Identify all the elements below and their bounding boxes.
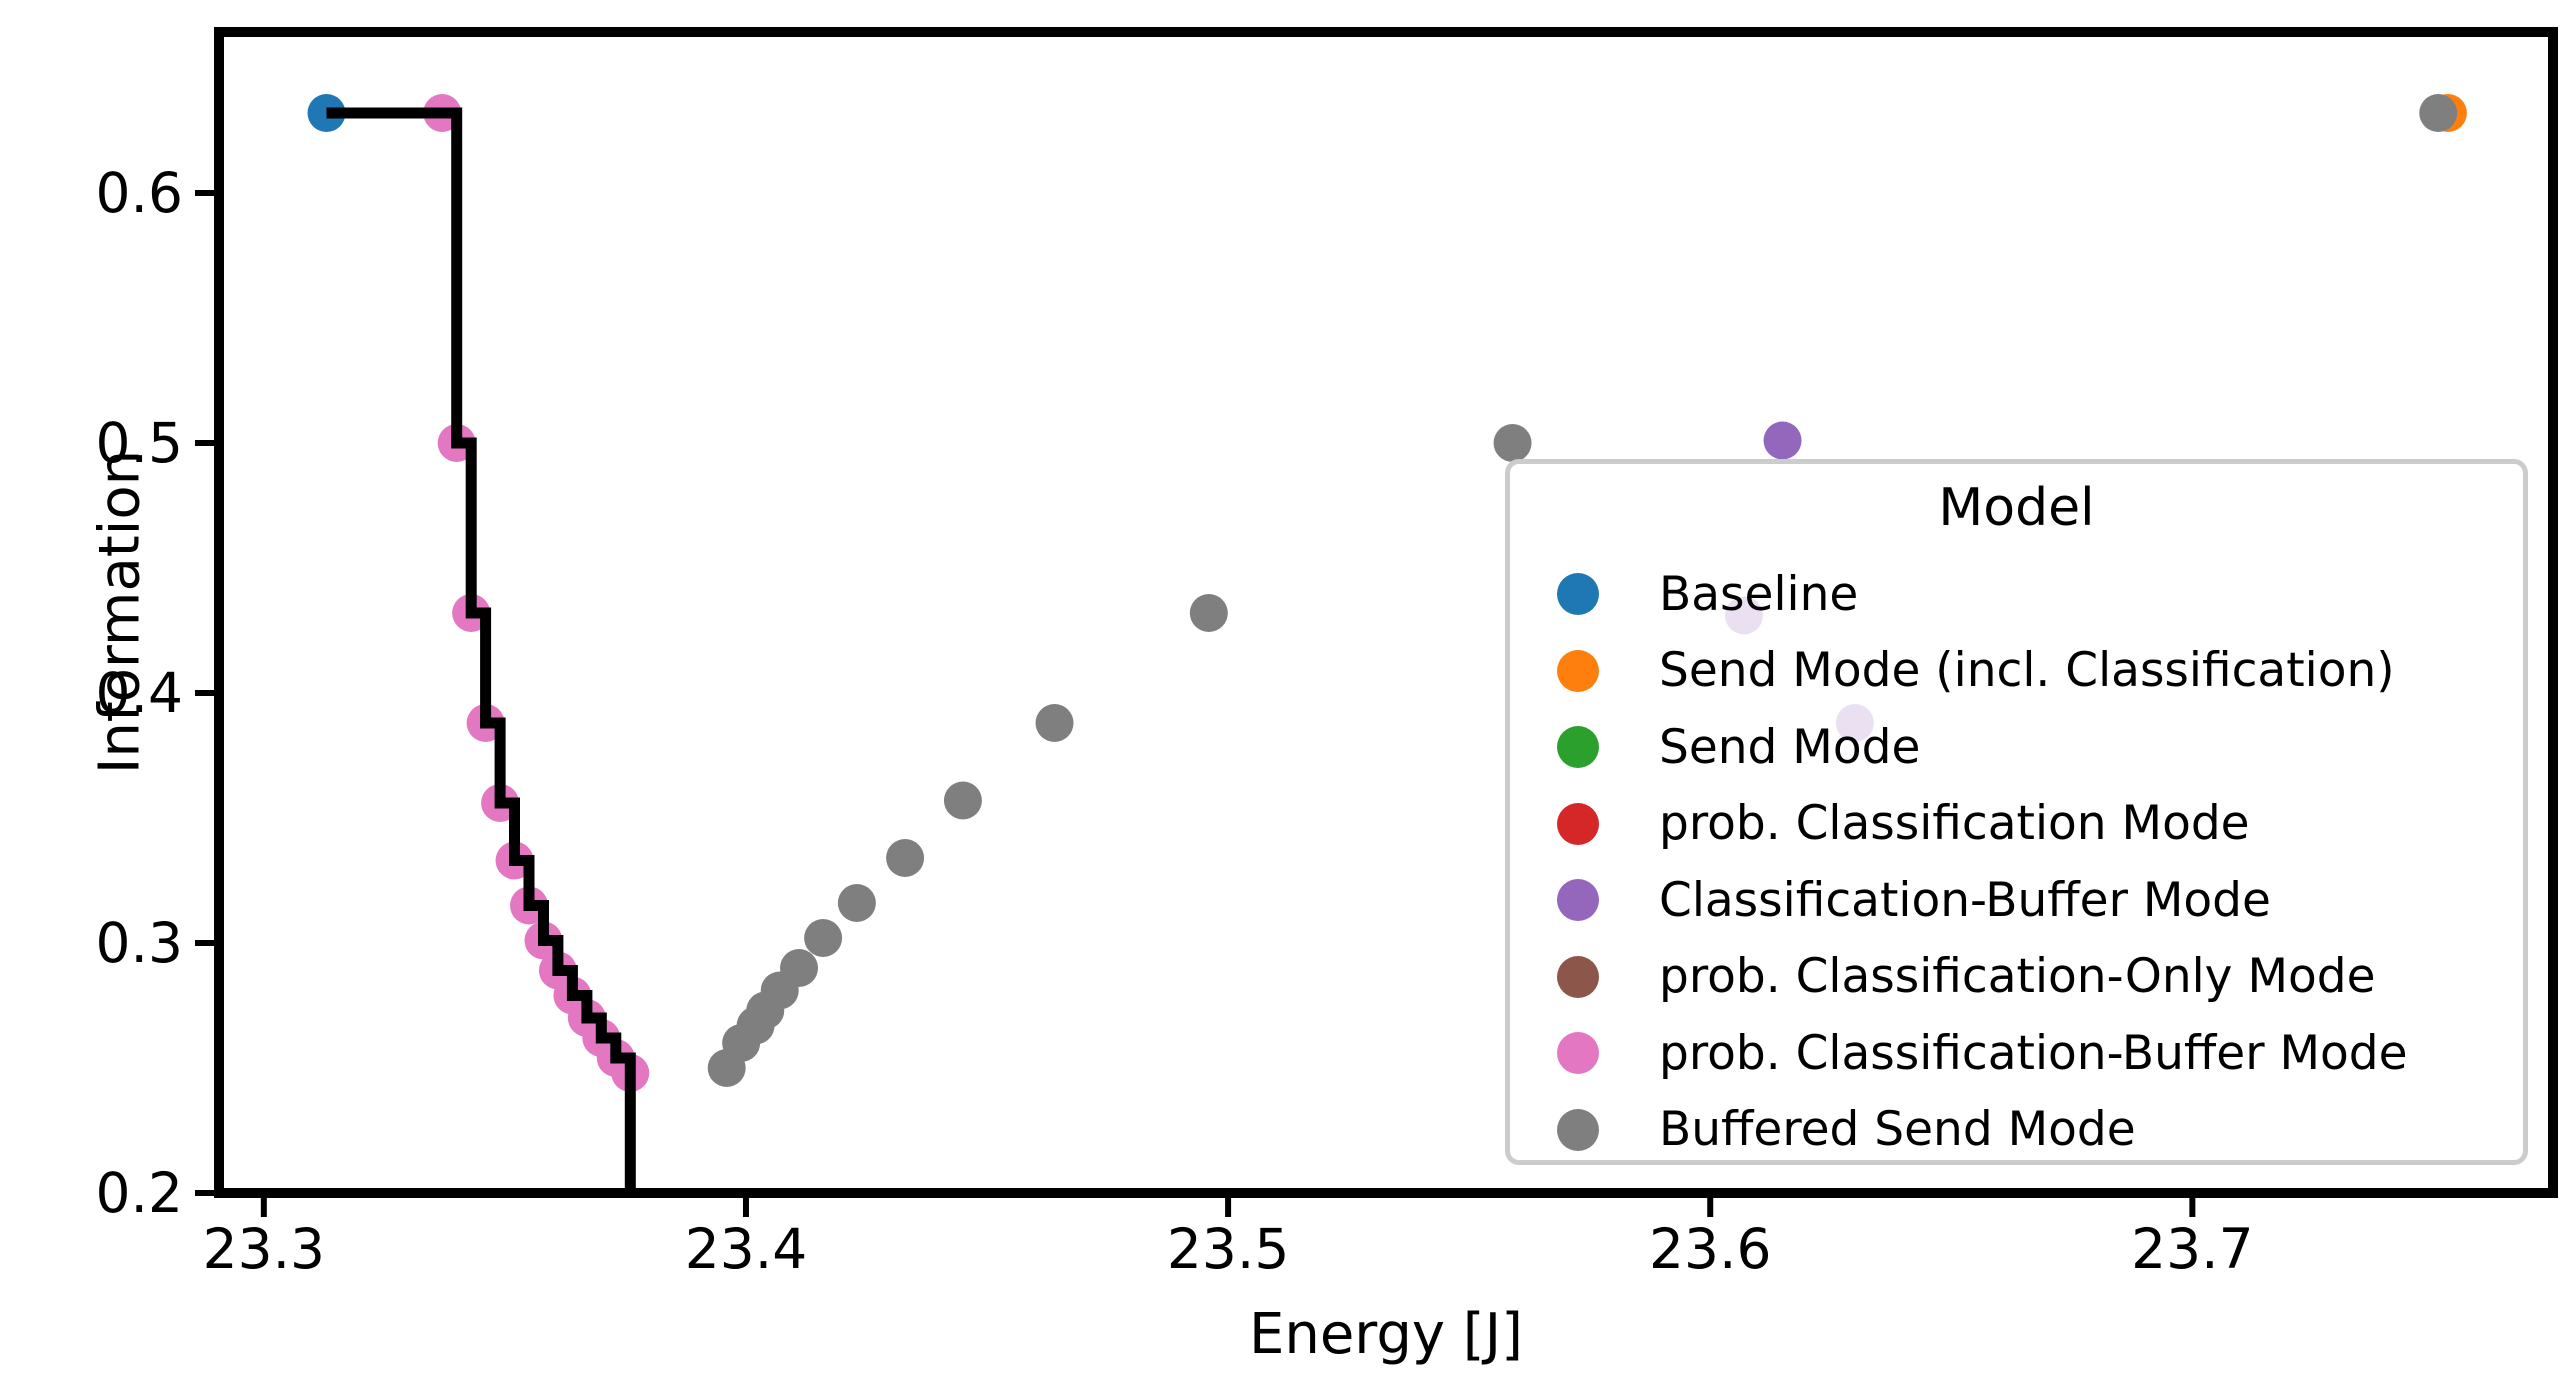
y-tick-label: 0.4 — [96, 661, 183, 725]
legend-marker-icon — [1557, 649, 1599, 692]
x-tick-label: 23.3 — [203, 1217, 325, 1281]
x-tick-label: 23.5 — [1167, 1217, 1289, 1281]
y-tick-label: 0.6 — [96, 161, 183, 225]
legend-item: Send Mode — [1510, 709, 2523, 786]
legend-item: prob. Classification-Only Mode — [1510, 939, 2523, 1016]
pareto-front-line — [326, 107, 636, 1193]
data-point — [2419, 94, 2458, 132]
x-tick-label: 23.7 — [2131, 1217, 2253, 1281]
legend: Model Baseline Send Mode (incl. Classific… — [1505, 459, 2528, 1165]
legend-marker-icon — [1557, 1108, 1599, 1151]
data-point — [1493, 424, 1532, 462]
legend-item: prob. Classification Mode — [1510, 786, 2523, 863]
y-tick-label: 0.2 — [96, 1161, 183, 1225]
legend-item-label: Buffered Send Mode — [1659, 1102, 2136, 1158]
legend-item-label: prob. Classification-Buffer Mode — [1659, 1025, 2408, 1081]
y-axis-label: Information — [87, 449, 153, 775]
legend-item-label: prob. Classification-Only Mode — [1659, 949, 2376, 1005]
data-point — [780, 949, 819, 987]
legend-item-label: Baseline — [1659, 566, 1859, 622]
legend-item: prob. Classification-Buffer Mode — [1510, 1015, 2523, 1092]
data-point — [943, 781, 982, 820]
legend-marker-icon — [1557, 955, 1599, 998]
data-point — [1035, 704, 1074, 742]
legend-marker-icon — [1557, 879, 1599, 922]
legend-item: Buffered Send Mode — [1510, 1092, 2523, 1169]
x-axis-label: Energy [J] — [1248, 1302, 1524, 1367]
legend-item-label: Send Mode (incl. Classification) — [1659, 643, 2395, 699]
legend-marker-icon — [1557, 726, 1599, 769]
data-point — [1189, 594, 1228, 632]
legend-items: Baseline Send Mode (incl. Classification)… — [1510, 556, 2523, 1168]
data-point — [886, 839, 925, 877]
legend-marker-icon — [1557, 802, 1599, 845]
x-tick-label: 23.4 — [685, 1217, 807, 1281]
legend-item: Baseline — [1510, 556, 2523, 633]
legend-item: Send Mode (incl. Classification) — [1510, 633, 2523, 710]
legend-item-label: Send Mode — [1659, 719, 1921, 775]
legend-item-label: Classification-Buffer Mode — [1659, 872, 2271, 928]
legend-marker-icon — [1557, 1032, 1599, 1075]
data-point — [1763, 421, 1802, 460]
data-point — [837, 884, 876, 922]
y-tick-label: 0.3 — [96, 911, 183, 975]
x-tick-label: 23.6 — [1649, 1217, 1771, 1281]
legend-item-label: prob. Classification Mode — [1659, 796, 2250, 852]
legend-item: Classification-Buffer Mode — [1510, 862, 2523, 939]
data-point — [804, 919, 843, 957]
legend-marker-icon — [1557, 573, 1599, 616]
legend-title: Model — [1938, 478, 2095, 538]
y-tick-label: 0.5 — [96, 411, 183, 475]
axes-spines — [214, 27, 2558, 1198]
